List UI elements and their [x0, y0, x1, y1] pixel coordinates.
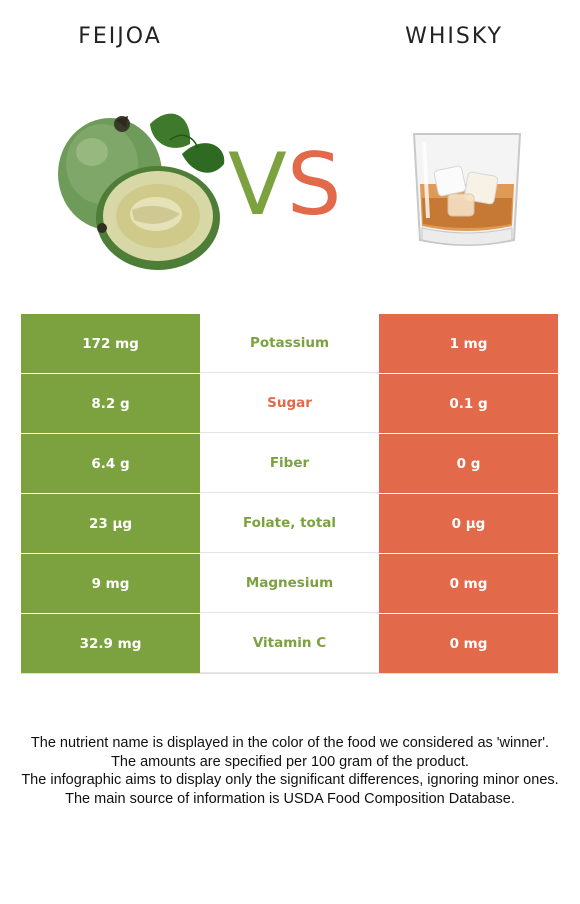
vs-v-letter: V — [228, 135, 287, 235]
right-value-cell: 0 mg — [379, 614, 558, 673]
vs-label: VS — [228, 140, 341, 230]
nutrient-name-cell: Vitamin C — [200, 614, 379, 673]
left-value-cell: 8.2 g — [21, 374, 200, 433]
nutrient-name-cell: Potassium — [200, 314, 379, 373]
table-row: 6.4 g Fiber 0 g — [21, 434, 558, 494]
left-value-cell: 172 mg — [21, 314, 200, 373]
footer-notes: The nutrient name is displayed in the co… — [20, 734, 560, 808]
left-food-title: FEIJOA — [78, 24, 162, 49]
right-value-cell: 0 g — [379, 434, 558, 493]
vs-s-letter: S — [286, 135, 342, 235]
feijoa-fruit-image — [58, 113, 225, 270]
right-value-cell: 0 µg — [379, 494, 558, 553]
table-row: 9 mg Magnesium 0 mg — [21, 554, 558, 614]
left-value-cell: 32.9 mg — [21, 614, 200, 673]
left-value-cell: 9 mg — [21, 554, 200, 613]
footer-line-2: The amounts are specified per 100 gram o… — [111, 753, 469, 770]
nutrient-name-cell: Folate, total — [200, 494, 379, 553]
right-value-cell: 0.1 g — [379, 374, 558, 433]
table-row: 172 mg Potassium 1 mg — [21, 314, 558, 374]
right-food-title: WHISKY — [405, 24, 503, 49]
nutrient-name-cell: Magnesium — [200, 554, 379, 613]
right-value-cell: 1 mg — [379, 314, 558, 373]
footer-line-3: The infographic aims to display only the… — [21, 772, 559, 788]
whisky-glass-image — [412, 133, 522, 246]
nutrient-name-cell: Sugar — [200, 374, 379, 433]
table-row: 8.2 g Sugar 0.1 g — [21, 374, 558, 434]
left-value-cell: 6.4 g — [21, 434, 200, 493]
footer-line-1: The nutrient name is displayed in the co… — [30, 735, 550, 751]
table-row: 23 µg Folate, total 0 µg — [21, 494, 558, 554]
nutrient-name-cell: Fiber — [200, 434, 379, 493]
left-value-cell: 23 µg — [21, 494, 200, 553]
footer-line-4: The main source of information is USDA F… — [65, 790, 515, 807]
right-value-cell: 0 mg — [379, 554, 558, 613]
